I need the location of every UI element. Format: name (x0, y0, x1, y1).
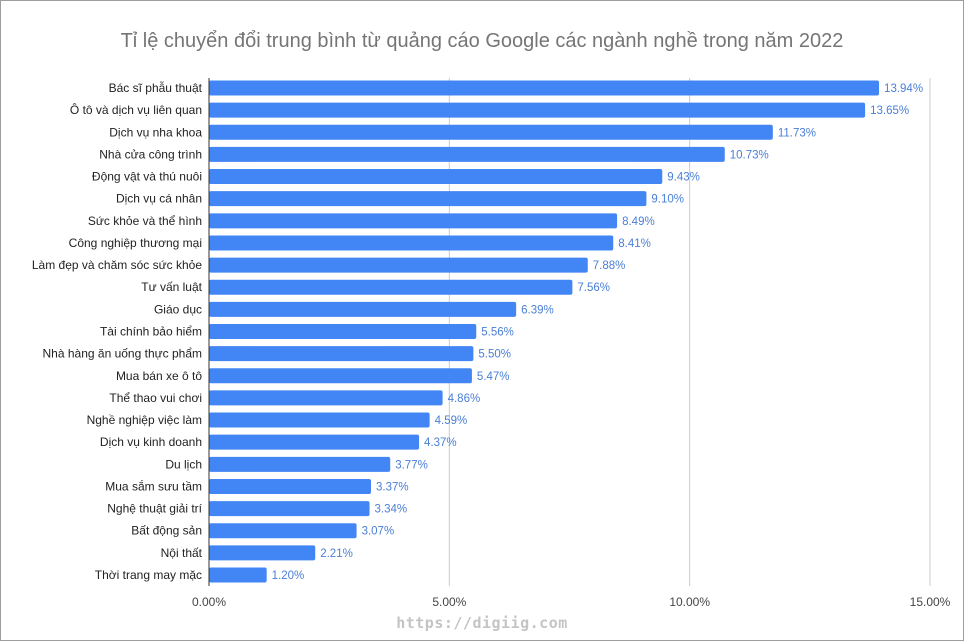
bar (209, 124, 773, 140)
data-label: 8.49% (622, 216, 655, 228)
bar (209, 545, 316, 561)
category-label: Nội thất (161, 546, 203, 560)
category-label: Dịch vụ nha khoa (109, 125, 202, 139)
category-label: Thể thao vui chơi (109, 391, 202, 405)
bar (209, 146, 725, 162)
data-label: 11.73% (778, 127, 816, 139)
data-label: 3.37% (376, 481, 409, 493)
category-label: Ô tô và dịch vụ liên quan (70, 102, 202, 117)
bar (209, 301, 517, 317)
bar (209, 257, 588, 273)
bar (209, 412, 430, 428)
category-label: Bất động sản (131, 524, 202, 538)
category-label: Du lịch (165, 457, 202, 471)
bar (209, 169, 663, 185)
x-tick-label: 15.00% (910, 595, 951, 609)
data-label: 9.43% (667, 172, 700, 184)
category-label: Động vật và thú nuôi (92, 170, 202, 184)
watermark: https://digiig.com (396, 614, 568, 632)
category-label: Nhà hàng ăn uống thực phẩm (43, 347, 202, 361)
bar (209, 324, 477, 339)
category-label: Giáo dục (154, 302, 202, 316)
data-label: 8.41% (618, 238, 651, 250)
chart-title: Tỉ lệ chuyển đổi trung bình từ quảng cáo… (120, 30, 844, 52)
bar (209, 478, 371, 494)
category-label: Mua sắm sưu tầm (105, 478, 202, 493)
bar (209, 80, 880, 96)
category-label: Công nghiệp thương mại (69, 236, 202, 250)
x-tick-label: 10.00% (669, 595, 710, 609)
category-label: Sức khỏe và thể hình (88, 214, 202, 228)
bar (209, 279, 573, 295)
data-label: 13.65% (870, 105, 909, 117)
category-label: Bác sĩ phẫu thuật (109, 80, 203, 95)
category-label: Làm đẹp và chăm sóc sức khỏe (32, 258, 202, 272)
category-label: Nghề nghiệp việc làm (87, 413, 202, 427)
data-label: 5.50% (478, 349, 511, 361)
bar (209, 567, 267, 583)
x-tick-label: 5.00% (432, 595, 466, 609)
data-label: 4.86% (448, 393, 481, 405)
data-label: 4.59% (435, 415, 468, 427)
data-label: 3.77% (395, 459, 428, 471)
category-label: Dịch vụ cá nhân (116, 192, 202, 206)
x-tick-label: 0.00% (192, 595, 226, 609)
bar (209, 102, 866, 118)
bar (209, 346, 474, 362)
category-label: Tài chính bảo hiểm (100, 325, 202, 339)
data-label: 3.34% (375, 504, 408, 516)
bar (209, 368, 472, 384)
data-label: 7.56% (577, 282, 610, 294)
category-label: Thời trang may mặc (95, 568, 202, 582)
bar (209, 213, 618, 229)
data-label: 3.07% (362, 526, 395, 538)
data-label: 4.37% (424, 437, 457, 449)
bar (209, 390, 443, 406)
data-label: 2.21% (320, 548, 353, 560)
data-label: 10.73% (730, 149, 769, 161)
bar (209, 434, 420, 450)
data-label: 5.56% (481, 327, 514, 339)
category-label: Dịch vụ kinh doanh (100, 435, 202, 449)
category-label: Nhà cửa công trình (99, 147, 202, 161)
data-label: 9.10% (651, 194, 684, 206)
bar (209, 456, 391, 472)
data-label: 1.20% (272, 570, 305, 582)
category-label: Mua bán xe ô tô (116, 369, 202, 383)
category-label: Tư vấn luật (141, 280, 202, 294)
data-label: 6.39% (521, 304, 554, 316)
bar (209, 235, 614, 251)
bar (209, 191, 647, 207)
data-label: 13.94% (884, 83, 923, 95)
data-label: 7.88% (593, 260, 626, 272)
bar (209, 501, 370, 517)
category-label: Nghệ thuật giải trí (107, 502, 202, 516)
bar (209, 523, 357, 539)
data-label: 5.47% (477, 371, 510, 383)
